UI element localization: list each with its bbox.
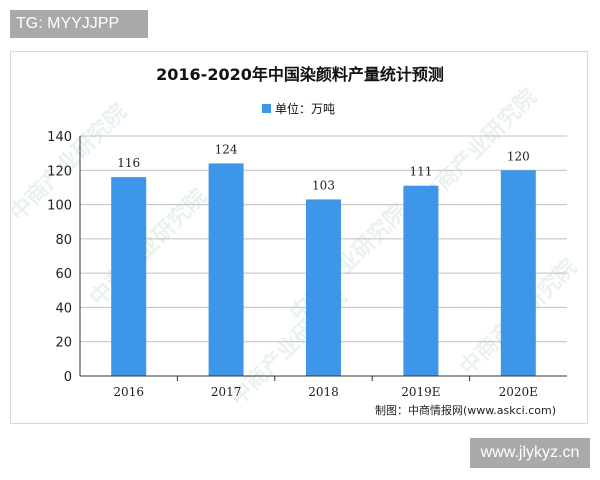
data-label: 120: [507, 149, 530, 163]
corner-tag: TG: MYYJJPP: [10, 10, 148, 38]
bar: [403, 185, 439, 376]
y-tick-label: 40: [55, 301, 72, 316]
x-tick-label: 2017: [211, 385, 242, 399]
y-tick-label: 0: [64, 370, 72, 385]
bar: [306, 199, 341, 376]
bar: [111, 177, 147, 376]
data-label: 111: [409, 165, 432, 179]
data-label: 116: [117, 156, 140, 170]
x-tick-label: 2016: [113, 385, 144, 399]
y-tick-label: 60: [55, 267, 72, 282]
bottom-watermark: www.jlykyz.cn: [470, 438, 590, 468]
legend-swatch: [262, 104, 271, 113]
y-tick-label: 80: [55, 233, 72, 248]
bar: [500, 170, 536, 376]
x-tick-label: 2018: [308, 385, 339, 399]
y-tick-label: 140: [47, 130, 72, 145]
y-tick-label: 20: [55, 336, 72, 351]
legend-label: 单位：万吨: [275, 101, 335, 116]
y-tick-label: 100: [47, 199, 72, 214]
x-tick-label: 2020E: [499, 385, 538, 399]
bar: [208, 163, 244, 376]
chart-frame: [10, 51, 588, 424]
data-label: 103: [312, 178, 335, 192]
source-note: 制图：中商情报网(www.askci.com): [375, 403, 556, 417]
y-tick-label: 120: [47, 164, 72, 179]
data-label: 124: [215, 142, 238, 156]
x-tick-label: 2019E: [401, 385, 440, 399]
chart-title: 2016-2020年中国染颜料产量统计预测: [156, 65, 444, 84]
